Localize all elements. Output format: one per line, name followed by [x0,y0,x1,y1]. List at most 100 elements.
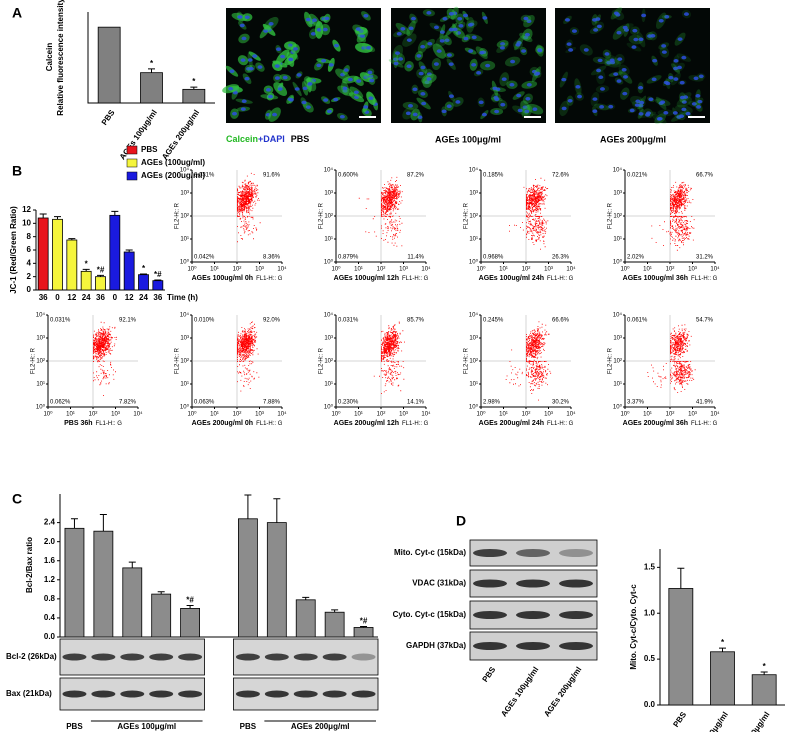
y-tick-label: 4 [27,258,32,267]
nucleus [244,15,250,20]
nucleus [287,43,293,48]
quadrant-label: 0.063% [194,400,215,406]
nucleus [571,29,577,33]
nucleus [302,86,308,91]
nucleus [407,104,413,108]
y-tick-label: 10¹ [469,382,478,388]
blot-band [120,653,145,661]
nucleus [609,58,615,63]
quadrant-label: 14.1% [407,400,425,406]
nucleus [592,18,598,22]
nucleus [229,69,235,74]
nucleus [664,14,670,19]
nucleus [288,57,294,62]
y-axis-label: Relative fluorescence intensity [56,0,65,116]
significance-mark: * [150,59,154,68]
nucleus [263,29,269,33]
y-tick-label: 10² [324,359,333,365]
error-bar [244,494,252,519]
y-tick-label: 10⁰ [613,404,623,411]
blot-band [516,579,550,588]
nucleus [367,70,373,75]
nucleus [672,111,678,115]
blot-band [91,690,116,698]
nucleus [288,97,294,102]
stain-dapi: +DAPI [258,134,285,144]
nucleus [526,82,532,87]
quadrant-label: 26.3% [552,255,570,261]
nucleus [366,46,372,50]
quadrant-label: 2.98% [483,400,501,406]
nucleus [272,112,278,117]
quadrant-label: 0.061% [627,318,648,324]
nucleus [252,54,258,58]
nucleus [499,46,505,50]
nucleus [638,37,644,42]
nucleus [673,59,679,63]
y-axis-label: FL2-H:: R [175,347,181,374]
nucleus [577,94,583,99]
quadrant-label: 87.2% [407,173,425,179]
panel-label: B [12,163,22,179]
nucleus [237,15,243,19]
nucleus [523,16,529,21]
bar [52,218,63,291]
plot-title: AGEs 200ug/ml 36h [623,420,688,427]
nucleus [679,80,685,85]
nucleus [651,77,657,82]
nucleus [633,37,639,42]
nucleus [248,66,254,71]
y-tick-label: 1.2 [44,575,56,584]
nucleus [239,23,245,28]
x-tick-label: 10¹ [66,412,75,418]
nucleus [616,30,622,35]
x-tick-label: 10⁴ [710,266,720,273]
nucleus [524,32,530,37]
nucleus [326,109,332,114]
x-tick-label: 10² [89,412,98,418]
bar [80,270,92,291]
y-tick-label: 2.0 [44,537,56,546]
nucleus [441,109,447,114]
y-axis-label: Calcein [45,43,54,72]
nucleus [696,105,702,109]
y-tick-label: 10⁴ [469,312,479,319]
quadrant-label: 0.968% [483,255,504,261]
y-axis-label: FL2-H:: R [608,202,614,229]
x-tick-label: 10³ [688,267,697,273]
bar [37,217,49,291]
quadrant-label: 3.37% [627,400,645,406]
x-tick-label: 0 [113,293,118,302]
y-tick-label: 2 [27,272,32,281]
y-tick-label: 10¹ [180,382,189,388]
group-label: AGEs 100μg/ml [117,722,176,731]
quadrant-label: 0.031% [194,173,215,179]
event-cloud [93,321,117,362]
nucleus [282,75,288,80]
blot-label: Cyto. Cyt-c (15kDa) [393,610,467,619]
y-tick-label: 10 [22,218,31,227]
nucleus [322,27,328,32]
blot-band [322,690,347,698]
quadrant-label: 91.6% [263,173,281,179]
significance-mark: *# [154,270,162,279]
x-tick-label: 10¹ [354,412,363,418]
nucleus [500,102,506,107]
error-bar [39,213,47,218]
y-axis-label: FL2-H:: R [319,202,325,229]
x-tick-label: 10⁰ [331,266,341,273]
blot-band [351,690,376,698]
nucleus [257,65,263,69]
bar [138,274,149,291]
y-axis-label: Bcl-2/Bax ratio [25,537,34,593]
y-tick-label: 10⁴ [324,312,334,319]
nucleus [400,27,406,31]
y-tick-label: 10³ [469,336,478,342]
x-tick-label: 10³ [255,267,264,273]
nucleus [697,99,703,104]
nucleus [436,49,442,53]
plot-caption: AGEs 200ug/ml 36h FL1-H:: G [623,420,718,427]
nucleus [617,57,623,61]
blot-label: Bcl-2 (26kDa) [6,652,57,661]
blot-band [149,690,174,698]
